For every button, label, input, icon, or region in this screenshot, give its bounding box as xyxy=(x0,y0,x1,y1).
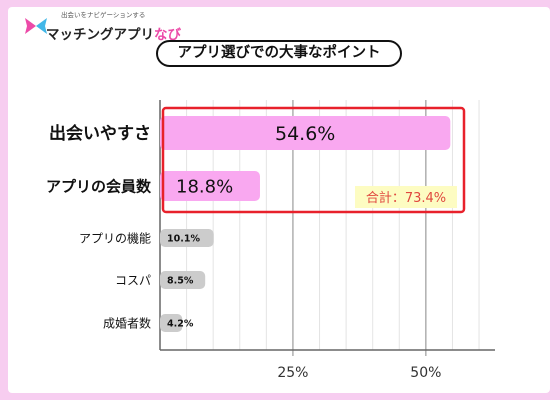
bar xyxy=(160,271,206,289)
category-label: コスパ xyxy=(115,273,151,287)
x-tick-label: 50% xyxy=(410,365,441,381)
category-label: アプリの機能 xyxy=(79,230,151,245)
chart-card xyxy=(8,7,550,393)
bar xyxy=(160,171,260,201)
chart-title: アプリ選びでの大事なポイント xyxy=(156,40,402,67)
value-label: 8.5% xyxy=(167,275,194,286)
x-tick-label: 25% xyxy=(277,365,308,381)
category-label: 出会いやすさ xyxy=(49,123,151,144)
category-label: アプリの会員数 xyxy=(46,177,152,195)
total-badge xyxy=(355,186,457,208)
category-label: 成婚者数 xyxy=(103,315,151,330)
highlight-frame xyxy=(161,106,466,214)
value-label: 10.1% xyxy=(167,233,200,244)
brand-name-accent: なび xyxy=(154,27,181,43)
bar xyxy=(160,116,451,150)
value-label: 54.6% xyxy=(275,123,335,145)
brand-name: マッチングアプリなび xyxy=(46,23,181,43)
value-label: 4.2% xyxy=(167,318,194,329)
brand-tagline: 出会いをナビゲーションする xyxy=(61,11,146,19)
bar xyxy=(160,229,214,247)
bar xyxy=(160,314,183,332)
total-annotation: 合計：73.4% xyxy=(366,190,446,206)
value-label: 18.8% xyxy=(176,176,233,197)
brand-name-main: マッチングアプリ xyxy=(46,27,154,43)
butterfly-x-icon xyxy=(25,18,47,34)
